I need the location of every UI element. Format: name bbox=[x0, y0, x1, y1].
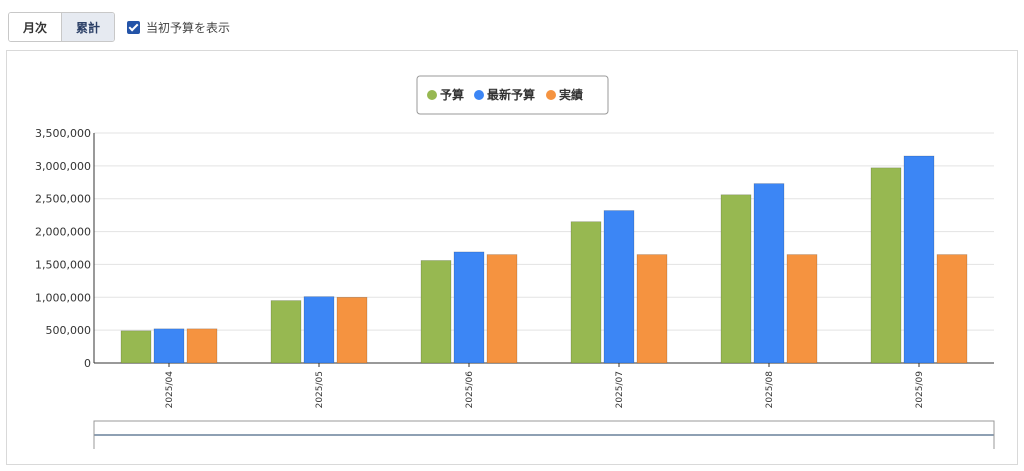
tab-monthly[interactable]: 月次 bbox=[9, 13, 62, 41]
y-tick-label: 3,000,000 bbox=[35, 160, 91, 173]
y-tick-label: 0 bbox=[84, 357, 91, 370]
x-tick-label: 2025/05 bbox=[315, 371, 325, 408]
legend-box bbox=[416, 75, 609, 115]
view-mode-toggle: 月次 累計 bbox=[8, 12, 116, 42]
bar[interactable] bbox=[303, 296, 335, 364]
bar[interactable] bbox=[570, 221, 602, 364]
bar[interactable] bbox=[870, 167, 902, 364]
bar[interactable] bbox=[153, 328, 185, 364]
x-tick-label: 2025/06 bbox=[465, 371, 475, 409]
y-tick-label: 1,500,000 bbox=[35, 258, 91, 271]
bar[interactable] bbox=[936, 254, 968, 364]
y-tick-label: 1,000,000 bbox=[35, 291, 91, 304]
bar[interactable] bbox=[603, 210, 635, 364]
y-tick-label: 2,000,000 bbox=[35, 226, 91, 239]
legend-entry[interactable]: 予算 bbox=[440, 87, 464, 102]
bar[interactable] bbox=[453, 251, 485, 364]
bar[interactable] bbox=[336, 296, 368, 364]
legend-entry[interactable]: 実績 bbox=[559, 87, 583, 102]
bar[interactable] bbox=[636, 254, 668, 364]
y-tick-label: 2,500,000 bbox=[35, 193, 91, 206]
bar[interactable] bbox=[120, 330, 152, 364]
bar[interactable] bbox=[720, 194, 752, 364]
checkbox-checked-icon[interactable] bbox=[127, 20, 141, 34]
legend-entry[interactable]: 最新予算 bbox=[487, 87, 535, 102]
tab-cumulative[interactable]: 累計 bbox=[61, 13, 115, 41]
x-tick-label: 2025/04 bbox=[165, 371, 175, 409]
range-navigator[interactable] bbox=[93, 420, 995, 436]
chart-panel: 0 500,000 1,000,000 1,500,000 2,000,000 2,500… bbox=[6, 50, 1018, 465]
y-tick-label: 3,500,000 bbox=[35, 127, 91, 140]
show-initial-budget-label: 当初予算を表示 bbox=[146, 20, 231, 35]
legend-marker bbox=[427, 90, 437, 100]
bar-chart: 0 500,000 1,000,000 1,500,000 2,000,000 2,500… bbox=[35, 75, 995, 449]
x-tick-label: 2025/09 bbox=[915, 371, 925, 409]
x-tick-label: 2025/08 bbox=[765, 371, 775, 409]
bar[interactable] bbox=[753, 183, 785, 364]
y-tick-label: 500,000 bbox=[46, 324, 92, 337]
bar[interactable] bbox=[486, 254, 518, 364]
bar[interactable] bbox=[903, 155, 935, 364]
legend-marker bbox=[546, 90, 556, 100]
legend-marker bbox=[474, 90, 484, 100]
show-initial-budget-checkbox[interactable]: 当初予算を表示 bbox=[127, 19, 230, 36]
bar[interactable] bbox=[420, 260, 452, 364]
bar[interactable] bbox=[270, 300, 302, 364]
bar[interactable] bbox=[186, 328, 218, 364]
toolbar: 月次 累計 当初予算を表示 bbox=[8, 12, 230, 42]
bar[interactable] bbox=[786, 254, 818, 364]
x-tick-label: 2025/07 bbox=[615, 371, 625, 408]
